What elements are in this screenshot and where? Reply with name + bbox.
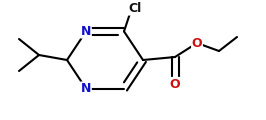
Text: O: O (170, 78, 180, 90)
Text: N: N (81, 82, 91, 95)
Text: Cl: Cl (128, 2, 142, 15)
Text: N: N (81, 25, 91, 38)
Text: O: O (192, 36, 202, 50)
